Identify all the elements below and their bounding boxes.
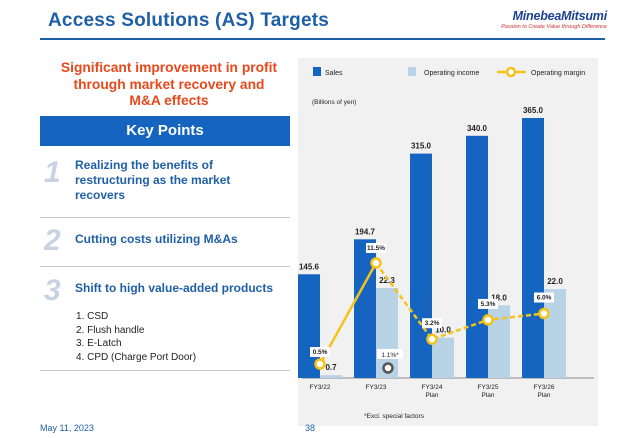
key-point-3: 3 Shift to high value-added products	[40, 276, 290, 308]
product-list: 1. CSD 2. Flush handle 3. E-Latch 4. CPD…	[76, 310, 196, 364]
headline: Significant improvement in profit throug…	[40, 60, 298, 110]
key-point-number: 2	[44, 224, 61, 257]
legend-marker-margin	[505, 66, 517, 78]
data-label-sales: 365.0	[523, 106, 544, 115]
margin-line-plan	[374, 262, 545, 341]
x-tick-label: FY3/24	[422, 384, 443, 391]
list-item: 3. E-Latch	[76, 338, 122, 349]
data-label-sales: 145.6	[299, 262, 320, 271]
data-label-income: 10.0	[435, 326, 451, 335]
legend-label: Sales	[325, 70, 343, 77]
list-item: 2. Flush handle	[76, 324, 145, 336]
x-tick-label: Plan	[537, 392, 550, 399]
key-points-header: Key Points	[40, 116, 290, 146]
key-point-1: 1 Realizing the benefits of restructurin…	[40, 158, 290, 208]
data-label-income: 0.7	[325, 363, 337, 372]
key-point-text: Realizing the benefits of restructuring …	[75, 158, 290, 203]
margin-point	[426, 333, 438, 345]
bar-income	[432, 337, 454, 378]
data-label-sales: 194.7	[355, 227, 376, 236]
page-title: Access Solutions (AS) Targets	[48, 10, 330, 31]
key-point-line: Realizing the benefits of	[75, 158, 214, 172]
excl-label-bg	[377, 349, 403, 359]
footer-date: May 11, 2023	[40, 423, 94, 433]
headline-line-2: through market recovery and	[73, 76, 265, 92]
headline-line-1: Significant improvement in profit	[60, 60, 278, 75]
margin-point	[314, 358, 326, 370]
data-label-margin: 0.5%	[313, 349, 328, 356]
excl-label: 1.1%*	[381, 352, 399, 359]
margin-label-bg	[534, 292, 554, 303]
margin-label-bg	[478, 298, 498, 309]
margin-point	[482, 314, 494, 326]
legend-label: Operating income	[424, 70, 479, 77]
data-label-margin: 6.0%	[537, 295, 552, 302]
bar-income	[488, 305, 510, 378]
key-point-number: 1	[44, 156, 61, 189]
divider	[40, 217, 290, 218]
legend-swatch-income	[408, 67, 416, 76]
y-axis-label: (Billions of yen)	[312, 99, 356, 106]
bar-income	[544, 289, 566, 378]
margin-label-bg	[366, 243, 386, 253]
list-item: 4. CPD (Charge Port Door)	[76, 351, 197, 363]
divider	[40, 266, 290, 267]
x-tick-label: Plan	[481, 392, 494, 399]
key-point-line: Cutting costs utilizing M&As	[75, 232, 238, 246]
margin-point	[538, 307, 550, 320]
data-label-sales: 315.0	[411, 142, 432, 151]
key-point-text: Shift to high value-added products	[75, 281, 295, 296]
key-point-line: recovers	[75, 188, 126, 202]
bar-income	[320, 375, 342, 378]
x-tick-label: FY3/26	[534, 384, 555, 391]
legend-label: Operating margin	[531, 70, 585, 77]
title-divider	[40, 38, 605, 40]
key-point-line: Shift to high value-added products	[75, 281, 273, 295]
excl-marker	[382, 362, 394, 374]
key-point-number: 3	[44, 274, 61, 307]
key-point-text: Cutting costs utilizing M&As	[75, 232, 290, 247]
divider	[40, 370, 290, 371]
x-tick-label: FY3/25	[478, 384, 499, 391]
data-label-margin: 11.5%	[367, 245, 385, 252]
data-label-income: 22.0	[547, 277, 563, 286]
data-label-margin: 5.3%	[481, 301, 496, 308]
data-label-sales: 340.0	[467, 124, 488, 133]
margin-label-bg	[422, 318, 442, 329]
bar-sales	[522, 118, 544, 378]
data-label-income: 18.0	[491, 293, 507, 302]
bar-sales	[466, 135, 488, 378]
chart-footnote: *Excl. special factors	[364, 413, 425, 420]
x-tick-label: Plan	[425, 392, 438, 399]
margin-label-bg	[310, 347, 330, 357]
headline-line-3: M&A effects	[129, 93, 209, 108]
company-logo: MinebeaMitsumi Passion to Create Value t…	[501, 9, 607, 30]
logo-name: MinebeaMitsumi	[512, 9, 608, 23]
logo-tagline: Passion to Create Value through Differen…	[501, 24, 607, 30]
margin-point	[370, 257, 382, 269]
list-item: 1. CSD	[76, 311, 109, 322]
legend-swatch-sales	[313, 67, 321, 76]
data-label-income: 22.3	[379, 276, 395, 285]
key-point-line: restructuring as the market	[75, 173, 231, 187]
data-label-margin: 3.2%	[425, 320, 440, 327]
key-point-2: 2 Cutting costs utilizing M&As	[40, 226, 290, 258]
x-tick-label: FY3/23	[366, 384, 387, 391]
x-tick-label: FY3/22	[310, 384, 331, 391]
bar-sales	[410, 153, 432, 378]
page-number: 38	[305, 423, 316, 433]
